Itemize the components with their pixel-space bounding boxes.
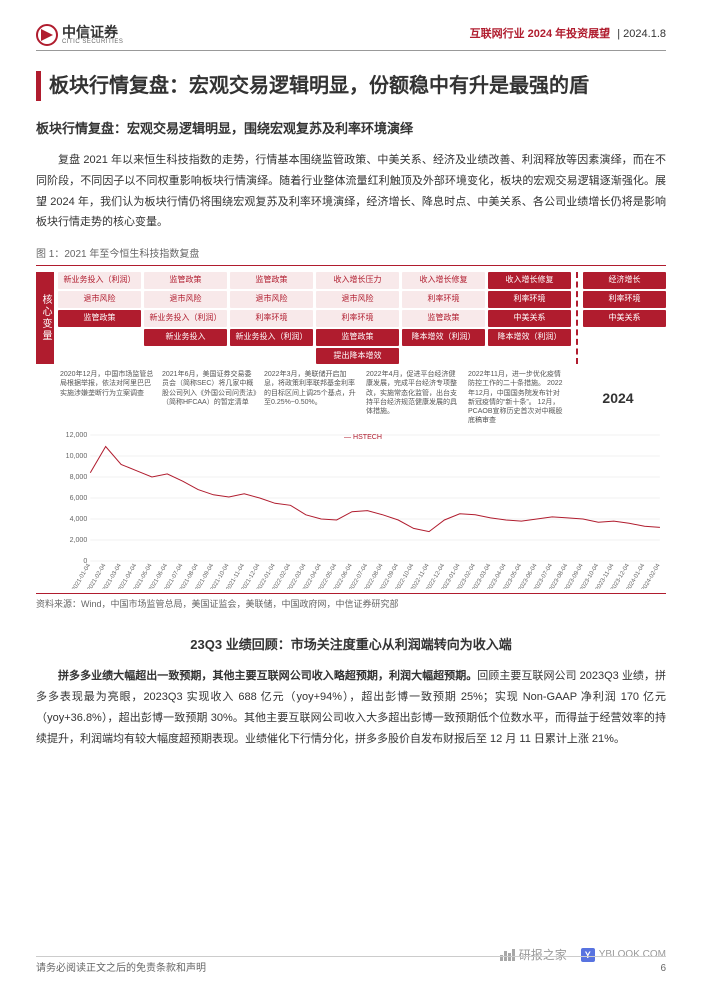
report-category: 互联网行业 2024 年投资展望 bbox=[470, 28, 611, 40]
tags-future-divider bbox=[576, 272, 578, 364]
svg-text:6,000: 6,000 bbox=[70, 495, 88, 502]
tags-column: 新业务投入（利润） 退市风险监管政策 bbox=[58, 272, 141, 364]
tag-chip: 监管政策 bbox=[316, 329, 399, 346]
tag-chip: 利率环境 bbox=[583, 291, 666, 308]
svg-text:12,000: 12,000 bbox=[66, 432, 88, 439]
figure-1-source: 资料来源：Wind，中国市场监管总局，美国证监会，美联储，中国政府网，中信证券研… bbox=[36, 593, 666, 611]
heading-accent-bar bbox=[36, 71, 41, 101]
tag-chip: 利率环境 bbox=[316, 310, 399, 327]
tag-chip: 收入增长修复 bbox=[402, 272, 485, 289]
annotation-text: 2022年11月，进一步优化疫情防控工作的二十条措施。 2022年12月，中国国… bbox=[468, 370, 564, 425]
annotation-text: 2021年6月，美国证券交易委员会（简称SEC）将几家中概股公司列入《外国公司问… bbox=[162, 370, 258, 425]
tag-chip: 退市风险 bbox=[230, 291, 313, 308]
page-header: 中信证券 CITIC SECURITIES 互联网行业 2024 年投资展望 |… bbox=[36, 24, 666, 51]
logo: 中信证券 CITIC SECURITIES bbox=[36, 24, 123, 46]
svg-text:4,000: 4,000 bbox=[70, 516, 88, 523]
annotation-year: 2024 bbox=[570, 389, 666, 407]
tag-chip: 监管政策 bbox=[58, 310, 141, 327]
annotation-text: 2022年4月，促进平台经济健康发展，完成平台经济专项整改，实施常态化监管，出台… bbox=[366, 370, 462, 425]
heading-1-text: 板块行情复盘：宏观交易逻辑明显，份额稳中有升是最强的盾 bbox=[49, 71, 589, 101]
annotation-text: 2022年3月，美联储开启加息，将政策利率联邦基金利率的目标区间上调25个基点，… bbox=[264, 370, 360, 425]
tag-chip: 中美关系 bbox=[583, 310, 666, 327]
tag-chip: 退市风险 bbox=[144, 291, 227, 308]
tags-column: 监管政策退市风险新业务投入（利润） 新业务投入 bbox=[144, 272, 227, 364]
tag-chip: 监管政策 bbox=[144, 272, 227, 289]
figure-1-annotations: 2020年12月，中国市场监管总局根据举报，依法对阿里巴巴实施涉嫌垄断行为立案调… bbox=[60, 370, 666, 425]
tag-chip: 降本增效（利润） bbox=[488, 329, 571, 346]
logo-icon bbox=[36, 24, 58, 46]
annotation-text: 2020年12月，中国市场监管总局根据举报，依法对阿里巴巴实施涉嫌垄断行为立案调… bbox=[60, 370, 156, 425]
tag-chip: 监管政策 bbox=[402, 310, 485, 327]
paragraph-2-lead: 拼多多业绩大幅超出一致预期，其他主要互联网公司收入略超预期，利润大幅超预期。 bbox=[58, 670, 477, 682]
subheading-b: 23Q3 业绩回顾：市场关注度重心从利润端转向为收入端 bbox=[36, 635, 666, 656]
tag-chip: 新业务投入 bbox=[144, 329, 227, 346]
subheading-a: 板块行情复盘：宏观交易逻辑明显，围绕宏观复苏及利率环境演绎 bbox=[36, 119, 666, 140]
tag-chip: 监管政策 bbox=[230, 272, 313, 289]
header-meta: 互联网行业 2024 年投资展望 | 2024.1.8 bbox=[470, 26, 666, 44]
tag-chip: 中美关系 bbox=[488, 310, 571, 327]
svg-text:10,000: 10,000 bbox=[66, 453, 88, 460]
svg-text:8,000: 8,000 bbox=[70, 474, 88, 481]
footer-page-number: 6 bbox=[660, 961, 666, 977]
svg-text:— HSTECH: — HSTECH bbox=[344, 434, 382, 441]
tag-chip: 新业务投入（利润） bbox=[144, 310, 227, 327]
figure-1-title: 图 1：2021 年至今恒生科技指数复盘 bbox=[36, 247, 666, 266]
figure-1-chart: 02,0004,0006,0008,00010,00012,0002021-01… bbox=[60, 429, 666, 589]
footer-disclaimer: 请务必阅读正文之后的免责条款和声明 bbox=[36, 961, 206, 977]
tags-axis-label: 核心变量 bbox=[36, 272, 54, 364]
tags-column: 收入增长压力退市风险利率环境监管政策提出降本增效 bbox=[316, 272, 399, 364]
tag-chip: 降本增效（利润） bbox=[402, 329, 485, 346]
tags-column: 收入增长修复利率环境监管政策降本增效（利润） bbox=[402, 272, 485, 364]
logo-cn: 中信证券 bbox=[62, 25, 123, 39]
paragraph-2: 拼多多业绩大幅超出一致预期，其他主要互联网公司收入略超预期，利润大幅超预期。回顾… bbox=[36, 666, 666, 750]
tags-column: 收入增长修复利率环境中美关系降本增效（利润） bbox=[488, 272, 571, 364]
document-page: 中信证券 CITIC SECURITIES 互联网行业 2024 年投资展望 |… bbox=[0, 0, 702, 991]
section-heading-1: 板块行情复盘：宏观交易逻辑明显，份额稳中有升是最强的盾 bbox=[36, 71, 666, 101]
tag-chip: 利率环境 bbox=[488, 291, 571, 308]
tag-chip: 退市风险 bbox=[58, 291, 141, 308]
tag-chip: 经济增长 bbox=[583, 272, 666, 289]
tag-chip: 利率环境 bbox=[402, 291, 485, 308]
svg-text:2,000: 2,000 bbox=[70, 537, 88, 544]
tag-chip: 收入增长修复 bbox=[488, 272, 571, 289]
tag-chip: 新业务投入（利润） bbox=[230, 329, 313, 346]
report-date: | 2024.1.8 bbox=[617, 28, 666, 40]
tag-chip: 利率环境 bbox=[230, 310, 313, 327]
logo-en: CITIC SECURITIES bbox=[62, 39, 123, 45]
tag-chip: 提出降本增效 bbox=[316, 348, 399, 365]
tags-column: 监管政策退市风险利率环境新业务投入（利润） bbox=[230, 272, 313, 364]
paragraph-1: 复盘 2021 年以来恒生科技指数的走势，行情基本围绕监管政策、中美关系、经济及… bbox=[36, 150, 666, 234]
tags-column: 经济增长利率环境中美关系 bbox=[583, 272, 666, 364]
tag-chip: 新业务投入（利润） bbox=[58, 272, 141, 289]
figure-1-tags: 核心变量 新业务投入（利润）退市风险监管政策监管政策退市风险新业务投入（利润）新… bbox=[36, 272, 666, 364]
tag-chip: 退市风险 bbox=[316, 291, 399, 308]
tag-chip: 收入增长压力 bbox=[316, 272, 399, 289]
page-footer: 请务必阅读正文之后的免责条款和声明 6 bbox=[36, 956, 666, 977]
